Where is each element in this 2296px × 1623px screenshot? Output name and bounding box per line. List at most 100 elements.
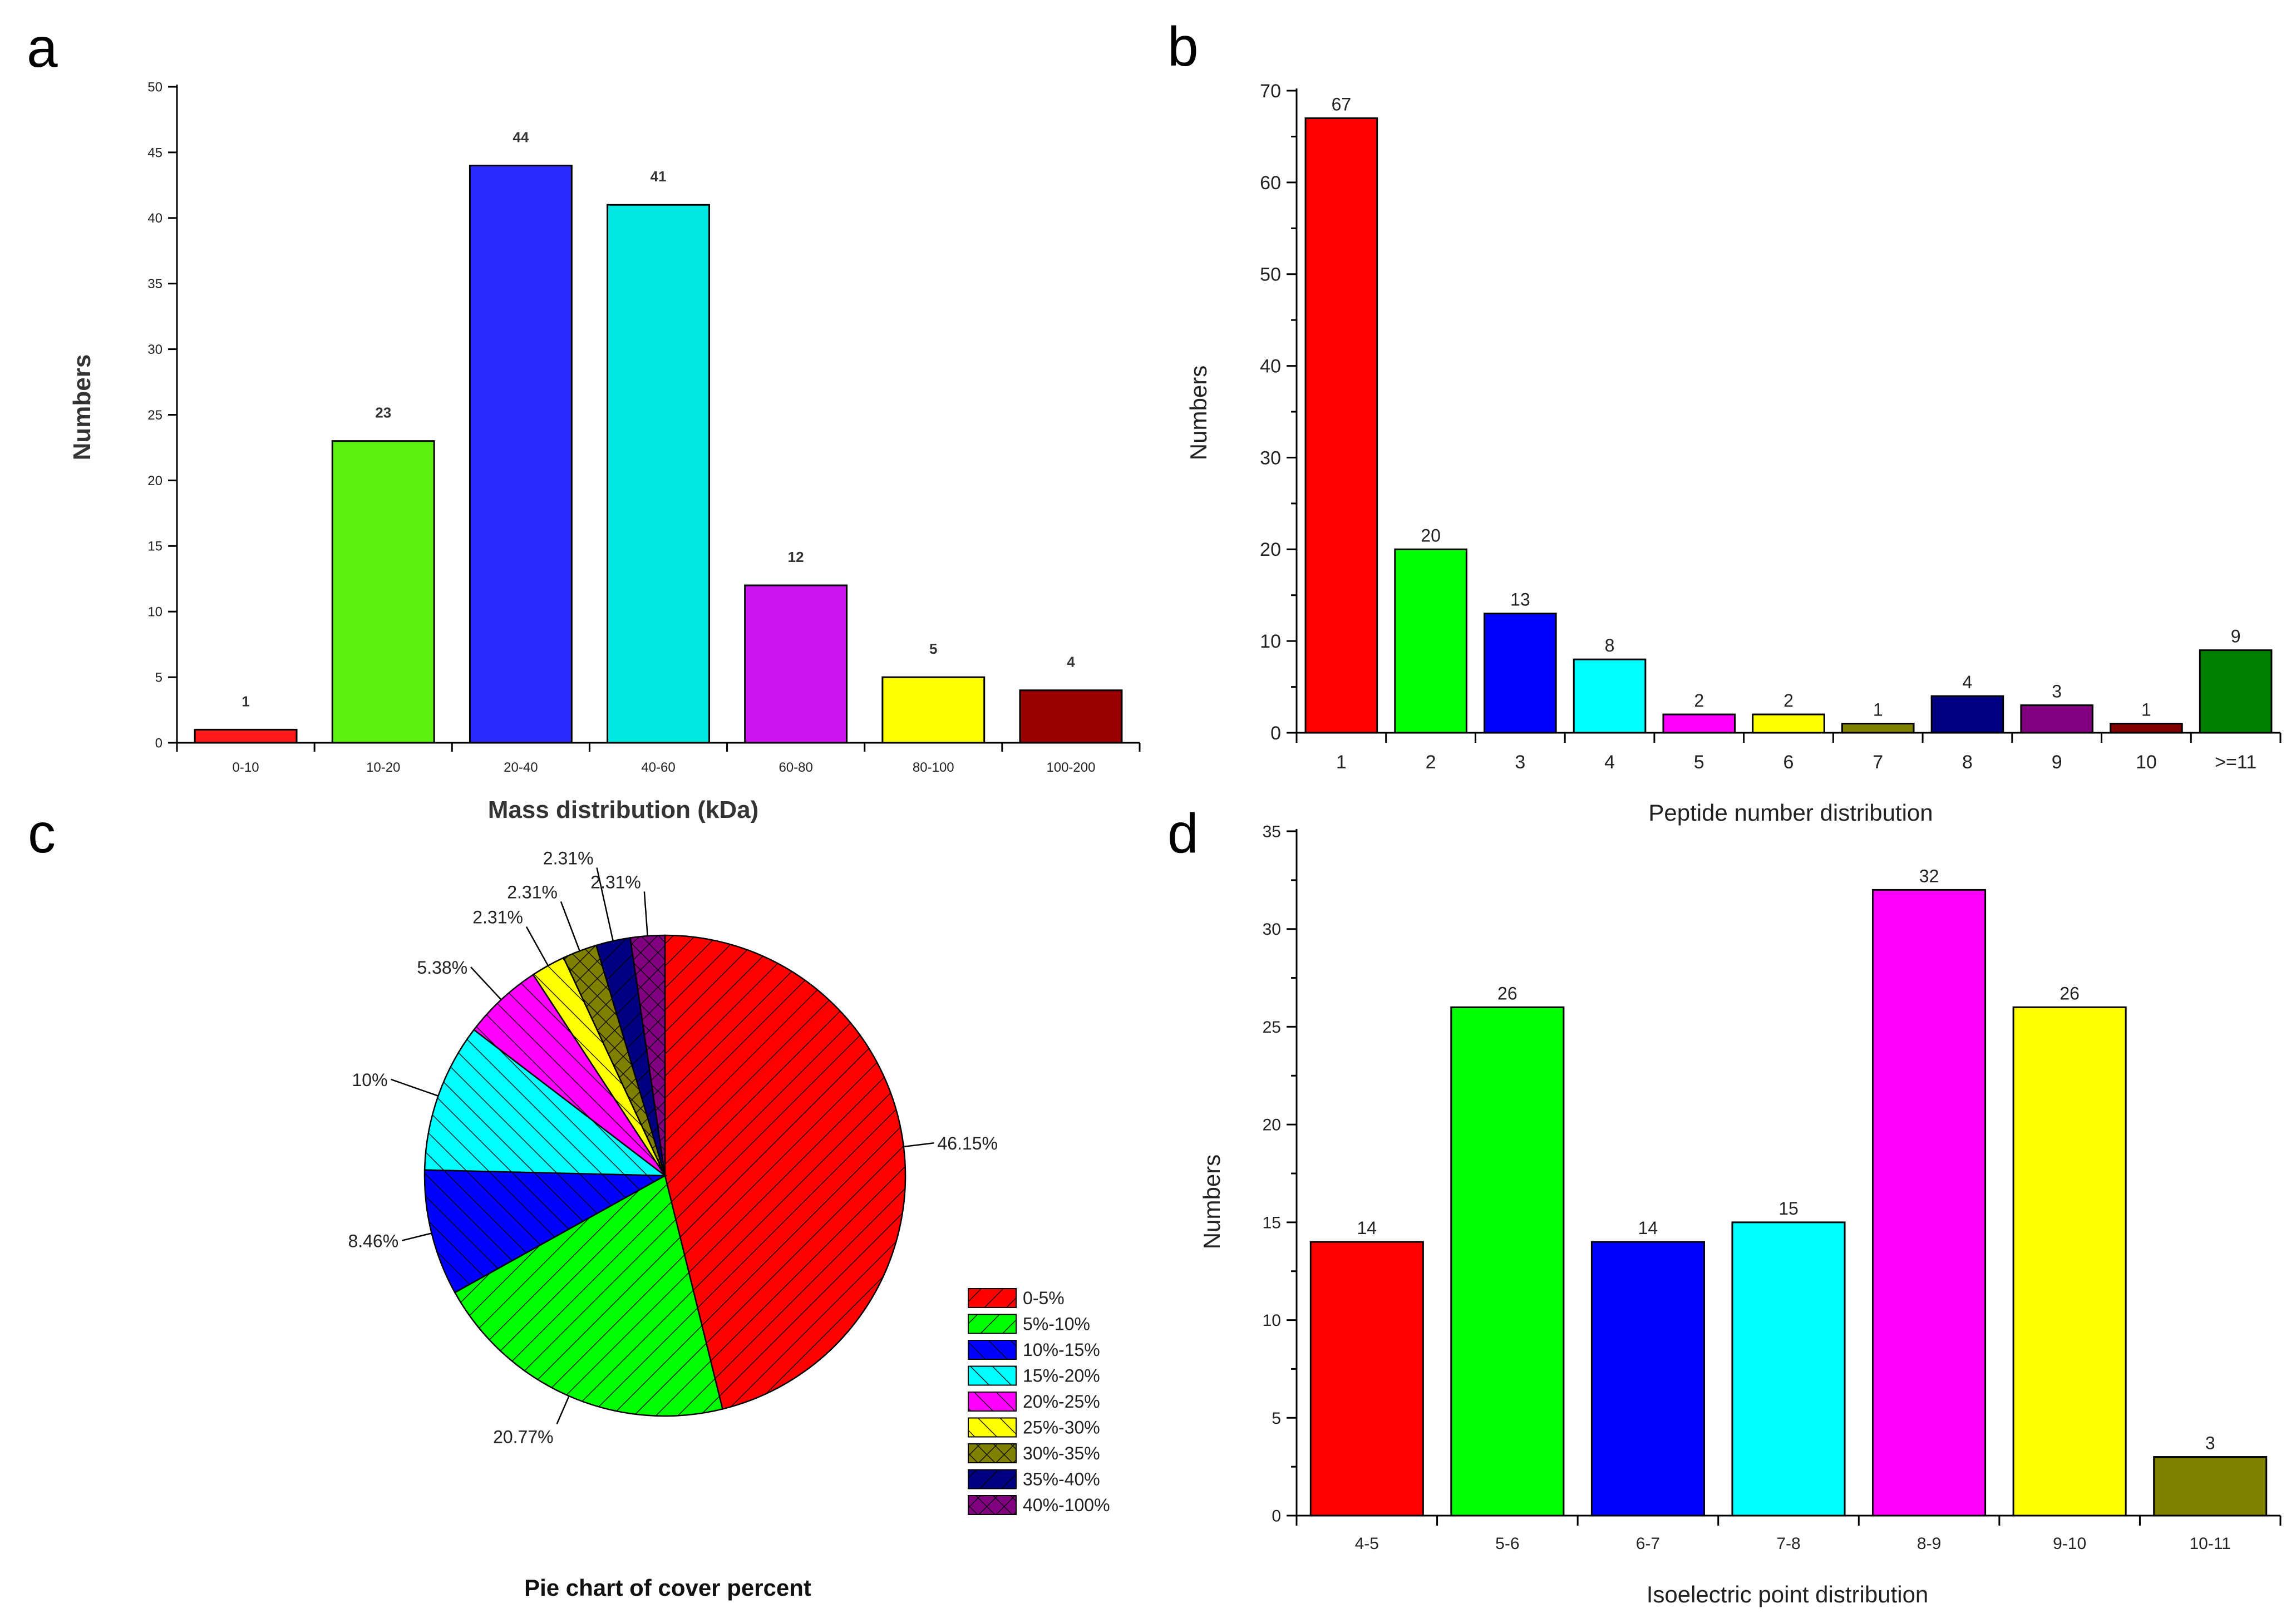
pie-leader-line <box>596 867 614 941</box>
x-tick-label: 10 <box>2136 752 2157 773</box>
x-tick-label: 10-20 <box>366 760 400 775</box>
bar-value-label: 8 <box>1605 635 1615 655</box>
chart-a-xlabel: Mass distribution (kDa) <box>488 796 759 823</box>
x-tick-label: 7-8 <box>1776 1535 1800 1553</box>
x-tick-label: 6 <box>1783 752 1794 773</box>
bar-value-label: 5 <box>929 640 937 657</box>
x-tick-label: 3 <box>1515 752 1525 773</box>
bar-value-label: 1 <box>1873 700 1883 720</box>
y-tick-label: 20 <box>1263 1116 1281 1134</box>
x-tick-label: 2 <box>1426 752 1436 773</box>
y-tick-label: 25 <box>1263 1018 1281 1037</box>
pie-leader-line <box>903 1142 934 1148</box>
bar-value-label: 26 <box>1497 983 1517 1003</box>
y-tick-label: 10 <box>1263 1311 1281 1330</box>
bar-value-label: 23 <box>375 404 391 421</box>
pie-leader-line <box>556 1395 570 1425</box>
pie-legend: 0-5% 5%-10% 10%-15% 15%-20% 20%-25% 25%-30% 30… <box>968 1288 1110 1515</box>
bar-5 <box>1662 713 1736 734</box>
x-tick-label: 10-11 <box>2189 1535 2231 1553</box>
legend-label: 40%-100% <box>1023 1495 1110 1515</box>
bar->=11 <box>2199 649 2273 734</box>
x-tick-label: 7 <box>1873 752 1883 773</box>
legend-swatch-hatch <box>968 1365 1017 1386</box>
bar-value-label: 1 <box>2141 700 2151 720</box>
legend-label: 20%-25% <box>1023 1392 1100 1412</box>
panel-letter-d: d <box>1167 802 1199 865</box>
pie-slice-hatch <box>454 1175 724 1417</box>
bar-value-label: 12 <box>788 549 804 565</box>
isoelectric-point-chart: Numbers Isoelectric point distribution 0… <box>1199 823 2282 1607</box>
x-tick-label: 1 <box>1336 752 1347 773</box>
x-tick-label: 60-80 <box>779 760 812 775</box>
pie-value-label: 10% <box>352 1070 387 1090</box>
x-tick-label: 9-10 <box>2053 1535 2086 1553</box>
chart-b-ylabel: Numbers <box>1185 366 1211 460</box>
x-tick-label: 5-6 <box>1495 1535 1519 1553</box>
y-tick-label: 25 <box>147 408 162 423</box>
y-tick-label: 10 <box>1260 631 1281 652</box>
bar-value-label: 3 <box>2052 682 2062 702</box>
pie-slice-hatch <box>472 974 666 1176</box>
x-tick-label: 8-9 <box>1917 1535 1941 1553</box>
x-tick-label: 4 <box>1604 752 1615 773</box>
legend-swatch-hatch <box>968 1469 1017 1489</box>
legend-label: 10%-15% <box>1023 1340 1100 1360</box>
bar-3 <box>1484 613 1557 734</box>
chart-b-xlabel: Peptide number distribution <box>1648 800 1933 826</box>
x-tick-label: 6-7 <box>1636 1535 1660 1553</box>
chart-d-xlabel: Isoelectric point distribution <box>1647 1581 1929 1607</box>
bar-80-100 <box>881 676 986 744</box>
x-tick-label: 40-60 <box>641 760 675 775</box>
bar-9-10 <box>2012 1006 2127 1517</box>
legend-swatch-hatch <box>968 1392 1017 1412</box>
bar-20-40 <box>469 164 573 744</box>
panel-letter-c: c <box>28 802 56 865</box>
legend-label: 25%-30% <box>1023 1418 1100 1438</box>
bar-60-80 <box>744 584 848 744</box>
pie-value-label: 2.31% <box>472 907 523 928</box>
pie-leader-line <box>643 891 648 936</box>
bar-value-label: 14 <box>1357 1218 1377 1238</box>
y-tick-label: 5 <box>155 670 162 685</box>
pie-value-label: 5.38% <box>417 958 467 978</box>
y-tick-label: 35 <box>1263 823 1281 841</box>
legend-swatch-hatch <box>968 1417 1017 1438</box>
x-tick-label: 5 <box>1694 752 1704 773</box>
y-tick-label: 0 <box>1272 1507 1281 1526</box>
bar-7-8 <box>1731 1221 1846 1517</box>
legend-swatch-hatch <box>968 1340 1017 1360</box>
legend-label: 35%-40% <box>1023 1469 1100 1489</box>
bar-value-label: 26 <box>2059 983 2080 1003</box>
y-tick-label: 30 <box>1260 447 1281 468</box>
y-tick-label: 60 <box>1260 172 1281 194</box>
x-tick-label: 9 <box>2052 752 2062 773</box>
pie-slice-hatch <box>423 1029 667 1177</box>
bar-value-label: 67 <box>1332 94 1352 114</box>
pie-value-label: 20.77% <box>493 1427 554 1447</box>
y-tick-label: 50 <box>147 80 162 95</box>
bar-value-label: 14 <box>1638 1218 1658 1238</box>
bar-8 <box>1930 695 2004 734</box>
y-tick-label: 35 <box>147 277 162 292</box>
bar-value-label: 15 <box>1778 1198 1799 1219</box>
pie-value-label: 2.31% <box>590 872 641 892</box>
panel-letter-b: b <box>1167 16 1199 78</box>
y-tick-label: 5 <box>1272 1409 1281 1428</box>
bar-10-11 <box>2153 1456 2268 1517</box>
bar-4-5 <box>1309 1241 1424 1517</box>
y-tick-label: 0 <box>1270 723 1281 744</box>
bar-value-label: 9 <box>2231 626 2241 647</box>
bar-5-6 <box>1450 1006 1565 1517</box>
cover-percent-pie: Pie chart of cover percent 46.15% 20.77% 8… <box>348 848 1110 1601</box>
y-tick-label: 20 <box>1260 539 1281 560</box>
pie-title: Pie chart of cover percent <box>524 1575 811 1601</box>
bar-value-label: 13 <box>1510 590 1530 610</box>
bar-value-label: 4 <box>1963 672 1973 692</box>
bar-7 <box>1841 723 1915 734</box>
bar-value-label: 44 <box>513 129 529 145</box>
legend-label: 15%-20% <box>1023 1366 1100 1386</box>
bar-100-200 <box>1019 689 1123 744</box>
x-tick-label: 8 <box>1962 752 1973 773</box>
